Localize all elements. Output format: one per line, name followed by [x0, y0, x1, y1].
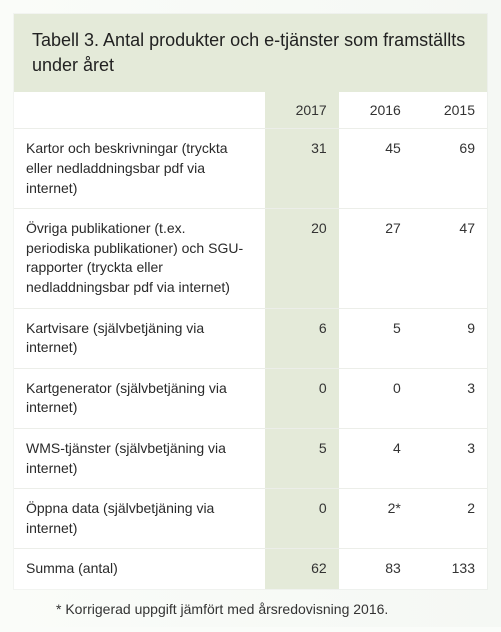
table-row-summary: Summa (antal) 62 83 133	[14, 549, 487, 589]
products-table: 2017 2016 2015 Kartor och beskrivningar …	[14, 92, 487, 589]
cell-2015: 9	[413, 308, 487, 368]
cell-2016: 4	[339, 428, 413, 488]
cell-2015: 47	[413, 209, 487, 308]
col-header-2016: 2016	[339, 92, 413, 129]
table-container: Tabell 3. Antal produkter och e-tjänster…	[0, 0, 501, 627]
table-footnote: * Korrigerad uppgift jämfört med årsredo…	[14, 589, 487, 617]
row-label: WMS-tjänster (självbetjäning via interne…	[14, 428, 265, 488]
cell-2017: 5	[265, 428, 339, 488]
row-label: Övriga publikationer (t.ex. periodiska p…	[14, 209, 265, 308]
table-header-row: 2017 2016 2015	[14, 92, 487, 129]
cell-2015: 133	[413, 549, 487, 589]
col-header-2015: 2015	[413, 92, 487, 129]
row-label: Kartor och beskrivningar (tryckta eller …	[14, 129, 265, 209]
cell-2017: 0	[265, 489, 339, 549]
table-row: Övriga publikationer (t.ex. periodiska p…	[14, 209, 487, 308]
table-row: Kartor och beskrivningar (tryckta eller …	[14, 129, 487, 209]
cell-2015: 2	[413, 489, 487, 549]
cell-2017: 6	[265, 308, 339, 368]
cell-2017: 62	[265, 549, 339, 589]
cell-2015: 3	[413, 368, 487, 428]
cell-2016: 27	[339, 209, 413, 308]
table-row: WMS-tjänster (självbetjäning via interne…	[14, 428, 487, 488]
cell-2015: 69	[413, 129, 487, 209]
cell-2016: 83	[339, 549, 413, 589]
row-label: Summa (antal)	[14, 549, 265, 589]
cell-2017: 20	[265, 209, 339, 308]
cell-2016: 45	[339, 129, 413, 209]
row-label: Kartvisare (självbetjäning via internet)	[14, 308, 265, 368]
cell-2016: 5	[339, 308, 413, 368]
row-label: Öppna data (självbetjäning via internet)	[14, 489, 265, 549]
table-card: Tabell 3. Antal produkter och e-tjänster…	[14, 14, 487, 589]
cell-2017: 0	[265, 368, 339, 428]
col-header-2017: 2017	[265, 92, 339, 129]
col-header-category	[14, 92, 265, 129]
cell-2016: 2*	[339, 489, 413, 549]
table-title: Tabell 3. Antal produkter och e-tjänster…	[14, 14, 487, 92]
table-row: Kartvisare (självbetjäning via internet)…	[14, 308, 487, 368]
cell-2015: 3	[413, 428, 487, 488]
cell-2016: 0	[339, 368, 413, 428]
row-label: Kartgenerator (självbetjäning via intern…	[14, 368, 265, 428]
table-row: Öppna data (självbetjäning via internet)…	[14, 489, 487, 549]
cell-2017: 31	[265, 129, 339, 209]
table-row: Kartgenerator (självbetjäning via intern…	[14, 368, 487, 428]
